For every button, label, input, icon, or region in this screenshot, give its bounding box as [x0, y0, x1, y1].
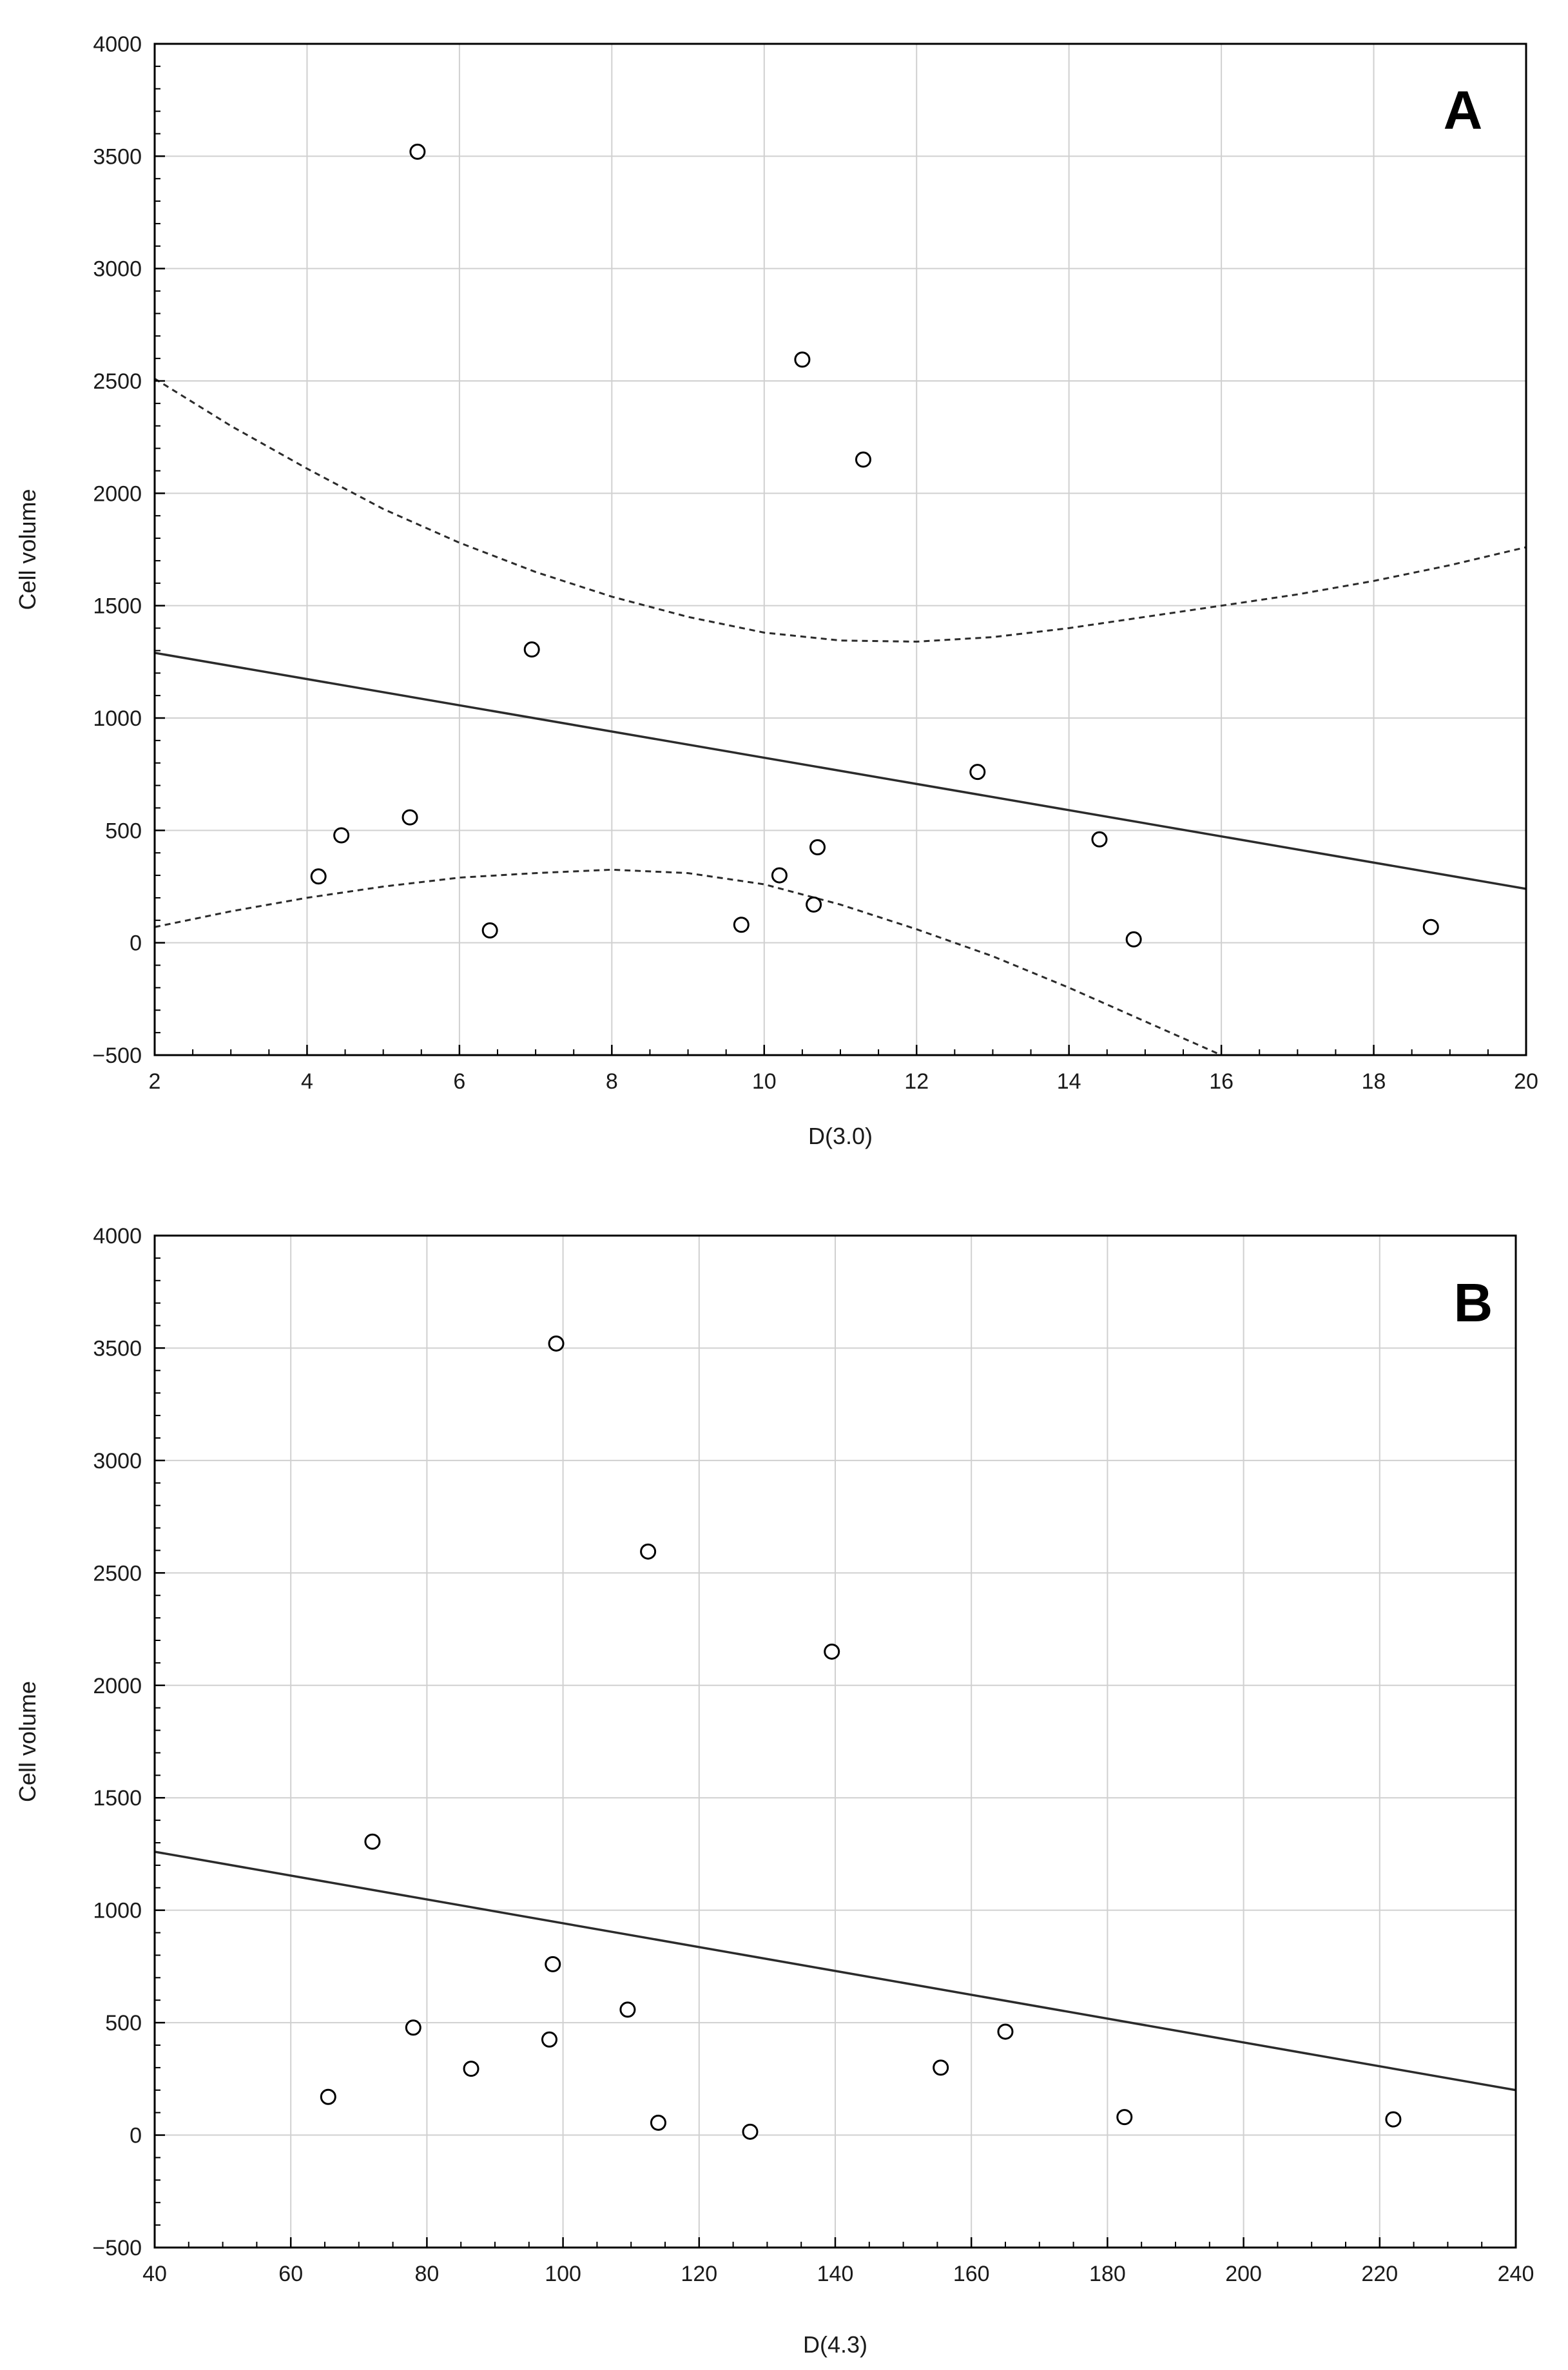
panel-a-y-tick-label-2: 500: [105, 819, 142, 843]
panel-a-data-point-6: [733, 917, 750, 933]
panel-b: 40 60 80 100 120 140 160 180 200 220 240 −500 0 500 1…: [14, 1224, 1534, 2358]
panel-a-data-point-9: [806, 896, 822, 913]
panel-a-letter: A: [1444, 80, 1483, 141]
panel-b-y-tick-labels: −500 0 500 1000 1500 2000 2500 3000 3500 4000: [92, 1224, 142, 2260]
panel-a-y-tick-label-9: 4000: [93, 32, 142, 57]
panel-b-x-tick-label-7: 180: [1089, 2262, 1126, 2286]
panel-b-y-tick-label-6: 2500: [93, 1561, 142, 1586]
panel-a-data-point-11: [855, 451, 871, 468]
panel-b-data-point-3: [463, 2061, 479, 2077]
panel-a-confidence-lower: [155, 868, 1222, 1055]
panel-a-x-tick-label-5: 12: [904, 1069, 929, 1094]
panel-a-y-axis-title: Cell volume: [14, 489, 41, 610]
panel-b-x-tick-label-0: 40: [142, 2262, 167, 2286]
panel-b-data-point-15: [1385, 2111, 1402, 2128]
panel-a-y-tick-label-8: 3500: [93, 144, 142, 169]
panel-b-data-point-10: [742, 2123, 759, 2140]
panel-b-tick-marks: [153, 1234, 1517, 2249]
panel-b-data-point-2: [405, 2019, 421, 2036]
panel-b-data-point-8: [640, 1543, 657, 1560]
panel-b-y-tick-label-9: 4000: [93, 1224, 142, 1248]
panel-a-x-tick-labels: 2 4 6 8 10 12 14 16 18 20: [149, 1069, 1538, 1094]
panel-b-y-tick-label-7: 3000: [93, 1449, 142, 1473]
panel-b-x-tick-label-6: 160: [953, 2262, 990, 2286]
panel-b-data-point-9: [650, 2114, 666, 2131]
panel-a-y-tick-label-5: 2000: [93, 481, 142, 506]
panel-b-data-point-5: [545, 1956, 561, 1972]
panel-a-x-tick-label-0: 2: [149, 1069, 161, 1094]
panel-b-curves: [155, 1850, 1516, 2092]
panel-b-data-point-14: [1116, 2109, 1133, 2126]
panel-a-y-tick-labels: −500 0 500 1000 1500 2000 2500 3000 3500 4000: [92, 32, 142, 1068]
panel-a-x-tick-label-9: 20: [1514, 1069, 1538, 1094]
panel-a: 2 4 6 8 10 12 14 16 18 20 −500 0 500 1000 1500 2000 250…: [14, 32, 1538, 1149]
panel-a-data-point-7: [771, 867, 788, 884]
panel-a-y-tick-label-0: −500: [92, 1044, 142, 1068]
panel-b-letter: B: [1454, 1272, 1493, 1333]
panel-a-y-tick-label-3: 1000: [93, 706, 142, 731]
panel-b-x-tick-labels: 40 60 80 100 120 140 160 180 200 220 240: [142, 2262, 1534, 2286]
panel-b-x-tick-label-8: 200: [1225, 2262, 1262, 2286]
panel-a-data-point-0: [310, 868, 327, 885]
panel-a-data-point-4: [481, 922, 498, 938]
panel-a-x-tick-label-8: 18: [1362, 1069, 1386, 1094]
panel-a-data-point-14: [1125, 931, 1142, 947]
panel-a-regression-line: [155, 652, 1526, 890]
panel-a-data-point-12: [969, 764, 986, 781]
panel-b-x-tick-label-10: 240: [1498, 2262, 1534, 2286]
panel-b-data-point-6: [548, 1335, 565, 1352]
panel-a-tick-marks: [153, 43, 1527, 1056]
panel-a-data-point-13: [1091, 831, 1108, 848]
panel-a-x-tick-label-1: 4: [301, 1069, 313, 1094]
panel-b-x-tick-label-3: 100: [545, 2262, 581, 2286]
panel-b-data-point-1: [364, 1833, 381, 1850]
panel-a-data-point-15: [1422, 918, 1439, 935]
panel-b-x-axis-title: D(4.3): [803, 2331, 867, 2358]
panel-a-x-tick-label-4: 10: [752, 1069, 777, 1094]
panel-b-x-tick-label-2: 80: [414, 2262, 439, 2286]
panel-b-points: [320, 1335, 1402, 2140]
panel-b-y-tick-label-1: 0: [130, 2124, 142, 2148]
panel-b-y-tick-label-2: 500: [105, 2011, 142, 2035]
panel-b-data-point-4: [541, 2031, 557, 2048]
panel-a-x-tick-label-2: 6: [453, 1069, 465, 1094]
panel-b-x-tick-label-4: 120: [681, 2262, 717, 2286]
panel-a-data-point-10: [809, 839, 826, 855]
panel-a-curves: [155, 378, 1526, 1055]
panel-a-x-tick-label-6: 14: [1057, 1069, 1081, 1094]
panel-b-y-tick-label-3: 1000: [93, 1899, 142, 1923]
panel-a-data-point-2: [402, 809, 418, 826]
panel-b-data-point-13: [997, 2023, 1014, 2040]
panel-b-y-tick-label-8: 3500: [93, 1336, 142, 1361]
panel-a-x-tick-label-7: 16: [1209, 1069, 1234, 1094]
panel-b-y-axis-title: Cell volume: [14, 1681, 41, 1802]
panel-a-y-tick-label-1: 0: [130, 931, 142, 956]
panel-a-confidence-upper: [155, 378, 1526, 643]
panel-b-data-point-0: [320, 2088, 336, 2105]
panel-b-regression-line: [155, 1850, 1516, 2092]
panel-a-data-point-5: [523, 641, 540, 658]
panel-a-y-tick-label-6: 2500: [93, 369, 142, 394]
panel-b-y-tick-label-4: 1500: [93, 1786, 142, 1811]
panel-a-x-axis-title: D(3.0): [808, 1123, 873, 1149]
panel-b-x-tick-label-9: 220: [1361, 2262, 1398, 2286]
panel-a-data-point-3: [409, 143, 426, 160]
panel-a-x-tick-label-3: 8: [606, 1069, 618, 1094]
panel-a-points: [310, 143, 1439, 947]
panel-a-y-tick-label-4: 1500: [93, 594, 142, 619]
panel-b-y-tick-label-0: −500: [92, 2236, 142, 2260]
panel-b-x-tick-label-1: 60: [278, 2262, 303, 2286]
panel-a-data-point-1: [333, 827, 350, 844]
panel-a-y-tick-label-7: 3000: [93, 257, 142, 282]
panel-b-x-tick-label-5: 140: [817, 2262, 854, 2286]
panel-a-data-point-8: [794, 351, 811, 368]
panel-b-data-point-11: [824, 1643, 840, 1660]
panel-b-data-point-12: [933, 2059, 949, 2076]
panel-b-y-tick-label-5: 2000: [93, 1674, 142, 1698]
panel-b-data-point-7: [619, 2001, 636, 2018]
